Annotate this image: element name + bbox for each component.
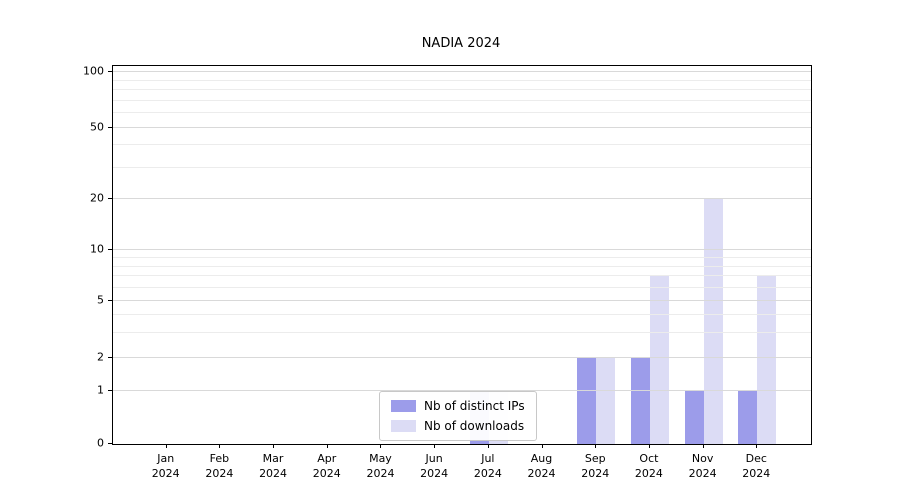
y-axis-tick-mark (108, 198, 112, 200)
legend-label-distinct-ips: Nb of distinct IPs (424, 399, 525, 413)
y-axis-tick-label: 20 (90, 191, 104, 205)
bar-downloads (703, 199, 723, 444)
y-axis-tick-label: 10 (90, 242, 104, 256)
x-axis-tick-mark (165, 444, 167, 448)
gridline-minor (113, 99, 811, 101)
x-axis-tick-mark (756, 444, 758, 448)
gridline-major (113, 127, 811, 128)
x-axis-tick-mark (541, 444, 543, 448)
chart-title: NADIA 2024 (421, 36, 501, 51)
bar-distinct-ips (577, 358, 597, 444)
y-axis-tick-mark (108, 390, 112, 392)
legend: Nb of distinct IPs Nb of downloads (379, 391, 537, 441)
gridline-minor (113, 166, 811, 168)
gridline-minor (113, 286, 811, 288)
y-axis-tick-label: 100 (83, 64, 104, 78)
y-axis-tick-mark (108, 249, 112, 251)
legend-item-distinct-ips: Nb of distinct IPs (391, 399, 525, 413)
gridline-minor (113, 275, 811, 277)
x-axis-tick-label: Aug 2024 (527, 452, 556, 480)
y-axis-tick-label: 0 (97, 436, 104, 450)
x-axis-tick-mark (273, 444, 275, 448)
x-axis-tick-label: Feb 2024 (205, 452, 234, 480)
y-axis-tick-label: 5 (97, 293, 104, 307)
bar-distinct-ips (630, 358, 650, 444)
gridline-major (113, 357, 811, 359)
x-axis-tick-label: Apr 2024 (312, 452, 341, 480)
y-axis-tick-label: 1 (97, 383, 104, 397)
x-axis-tick-label: Jun 2024 (420, 452, 449, 480)
gridline-minor (113, 331, 811, 333)
y-axis-tick-mark (108, 126, 112, 128)
x-axis-tick-label: Nov 2024 (688, 452, 717, 480)
y-axis-tick-label: 2 (97, 350, 104, 364)
bar-downloads (649, 276, 669, 444)
gridline-major (113, 71, 811, 73)
plot-area: Nb of distinct IPs Nb of downloads (112, 65, 812, 445)
y-axis-tick-mark (108, 71, 112, 73)
x-axis-tick-label: Jul 2024 (473, 452, 502, 480)
x-axis-tick-mark (326, 444, 328, 448)
gridline-major (113, 198, 811, 200)
x-axis-tick-mark (595, 444, 597, 448)
x-axis-tick-label: Jan 2024 (151, 452, 180, 480)
bar-distinct-ips (684, 391, 704, 444)
gridline-minor (113, 79, 811, 81)
gridline-minor (113, 144, 811, 146)
gridline-minor (113, 313, 811, 315)
x-axis-tick-mark (380, 444, 382, 448)
x-axis-tick-mark (434, 444, 436, 448)
gridline-minor (113, 265, 811, 267)
x-axis-tick-label: Mar 2024 (259, 452, 288, 480)
bar-downloads (596, 358, 616, 444)
gridline-major (113, 390, 811, 392)
y-axis-tick-mark (108, 443, 112, 444)
bar-downloads (757, 276, 777, 444)
x-axis-tick-mark (648, 444, 650, 448)
gridline-minor (113, 112, 811, 114)
x-axis-tick-label: Oct 2024 (634, 452, 663, 480)
gridline-major (113, 300, 811, 302)
x-axis-tick-label: May 2024 (366, 452, 395, 480)
gridline-major (113, 249, 811, 251)
x-axis-tick-label: Sep 2024 (581, 452, 610, 480)
x-axis-tick-mark (702, 444, 704, 448)
legend-item-downloads: Nb of downloads (391, 419, 525, 433)
y-axis-tick-label: 50 (90, 120, 104, 134)
x-axis-tick-label: Dec 2024 (742, 452, 771, 480)
gridline-minor (113, 256, 811, 258)
gridline-minor (113, 89, 811, 91)
legend-swatch-distinct-ips (391, 400, 416, 412)
legend-label-downloads: Nb of downloads (424, 419, 525, 433)
y-axis-tick-mark (108, 300, 112, 302)
x-axis-tick-mark (487, 444, 489, 448)
bar-distinct-ips (738, 391, 758, 444)
y-axis-tick-mark (108, 357, 112, 358)
legend-swatch-downloads (391, 420, 416, 432)
x-axis-tick-mark (219, 444, 221, 448)
